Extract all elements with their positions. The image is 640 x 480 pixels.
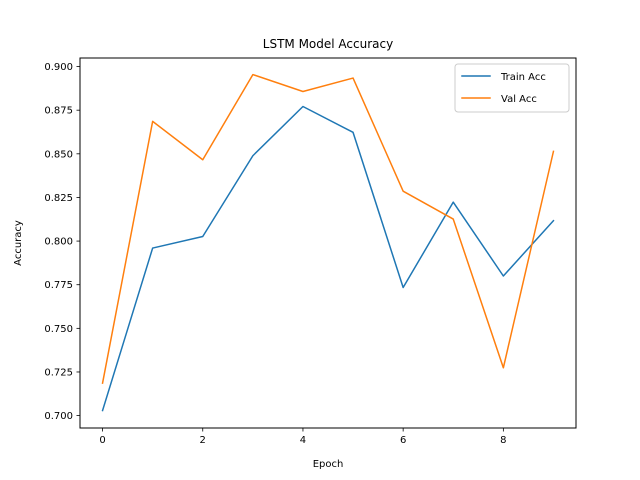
y-tick-label: 0.875 (44, 106, 73, 117)
y-axis-ticks: 0.700 0.725 0.750 0.775 0.800 0.825 0.850 0.875… (44, 62, 80, 422)
y-tick-label: 0.775 (44, 280, 73, 291)
y-axis-label: Accuracy (13, 220, 24, 266)
x-tick-label: 2 (200, 435, 206, 446)
plot-area (80, 58, 576, 428)
y-tick-label: 0.850 (44, 149, 73, 160)
series-line-val-acc (101, 73, 555, 385)
x-tick-label: 8 (500, 435, 506, 446)
x-tick-label: 0 (99, 435, 105, 446)
x-axis-label: Epoch (313, 459, 344, 470)
y-tick-label: 0.750 (44, 324, 73, 335)
series-line-train-acc (101, 105, 555, 412)
legend-label-val-acc: Val Acc (501, 94, 537, 105)
y-tick-label: 0.825 (44, 193, 73, 204)
x-tick-label: 6 (400, 435, 406, 446)
y-tick-label: 0.800 (44, 237, 73, 248)
chart-title: LSTM Model Accuracy (263, 37, 393, 51)
x-axis-ticks: 0 2 4 6 8 (99, 428, 507, 446)
y-tick-label: 0.700 (44, 411, 73, 422)
series-lines (101, 73, 555, 412)
y-tick-label: 0.725 (44, 367, 73, 378)
legend-label-train-acc: Train Acc (500, 72, 546, 83)
plot-frame (79, 57, 577, 429)
x-tick-label: 4 (300, 435, 306, 446)
legend: Train Acc Val Acc (454, 63, 570, 113)
y-tick-label: 0.900 (44, 62, 73, 73)
